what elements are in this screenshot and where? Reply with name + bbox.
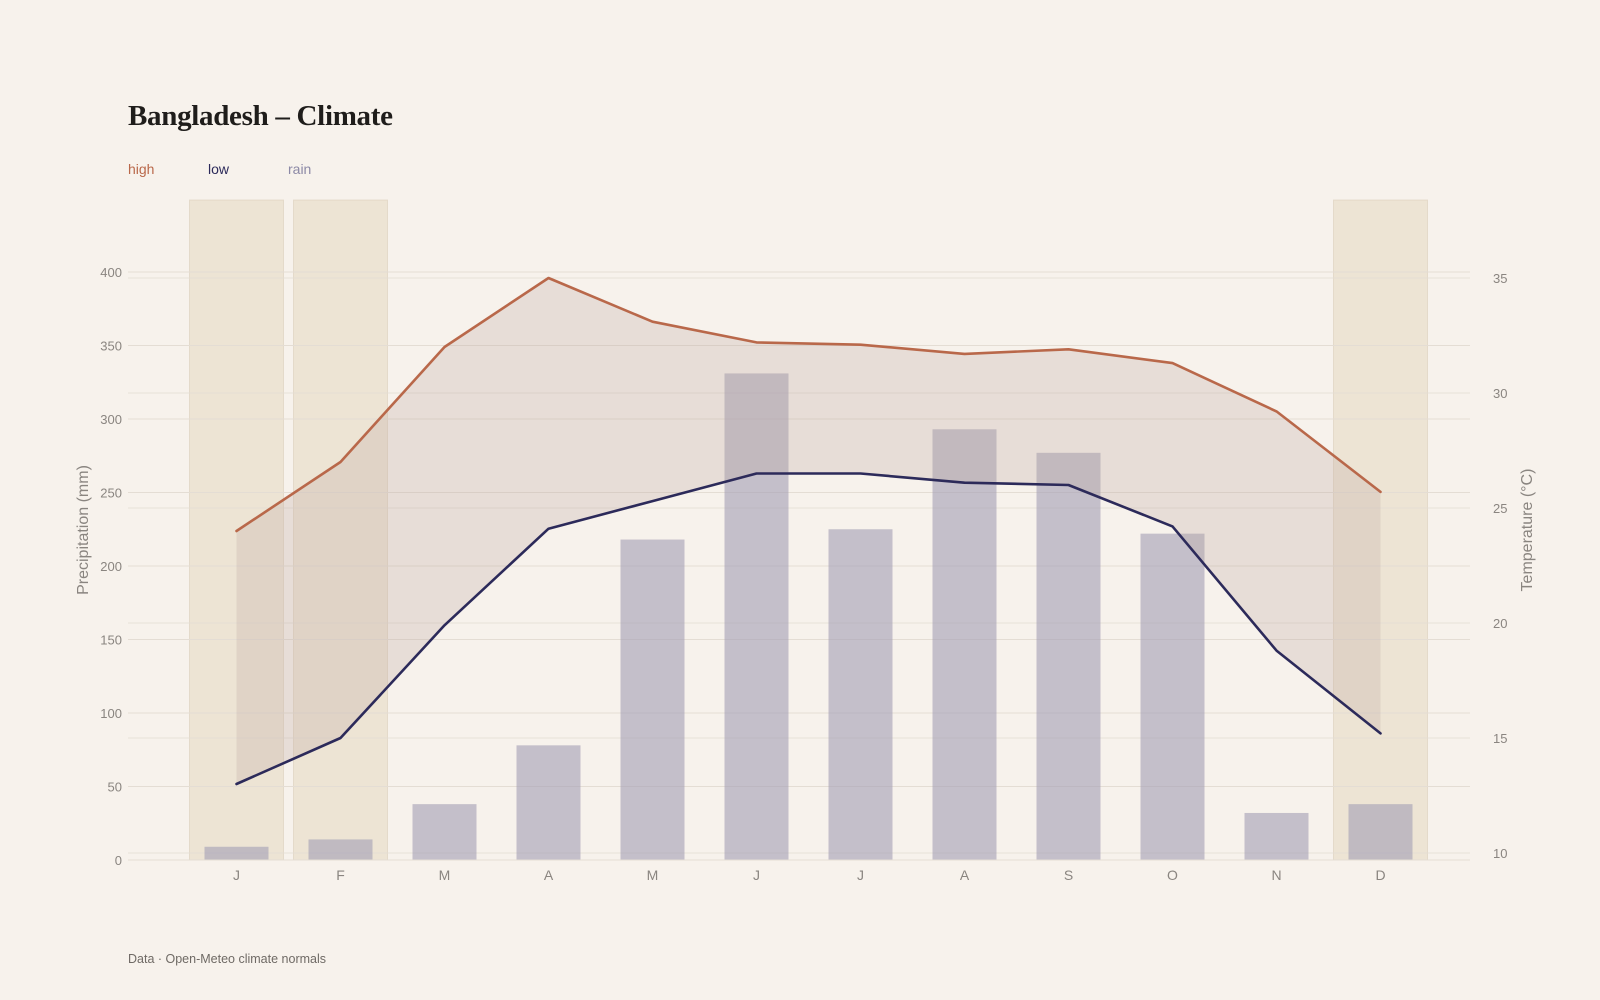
- rain-bar-0: [204, 846, 269, 860]
- y-right-tick-25: 25: [1493, 501, 1507, 516]
- data-source-note: Data · Open-Meteo climate normals: [128, 952, 326, 966]
- legend-high: high: [128, 161, 155, 177]
- y-left-tick-0: 0: [115, 853, 122, 868]
- x-tick-4: M: [647, 867, 659, 883]
- rain-bar-1: [308, 839, 373, 860]
- legend-low: low: [208, 161, 230, 177]
- y-right-tick-30: 30: [1493, 386, 1507, 401]
- y-right-tick-10: 10: [1493, 846, 1507, 861]
- x-tick-7: A: [960, 867, 970, 883]
- dry-season-shading: [189, 199, 1428, 861]
- y-left-axis-title: Precipitation (mm): [75, 465, 92, 595]
- rain-bar-11: [1348, 804, 1413, 860]
- rain-bar-10: [1244, 812, 1309, 860]
- y-left-tick-150: 150: [100, 633, 122, 648]
- shade-column-1: [293, 199, 388, 861]
- rain-bar-7: [932, 429, 997, 860]
- rain-bar-3: [516, 745, 581, 860]
- rain-bar-2: [412, 804, 477, 860]
- y-left-tick-400: 400: [100, 265, 122, 280]
- x-tick-2: M: [439, 867, 451, 883]
- x-tick-3: A: [544, 867, 554, 883]
- chart-title: Bangladesh – Climate: [128, 100, 393, 132]
- rain-bar-8: [1036, 452, 1101, 860]
- temperature-band: [236, 278, 1381, 784]
- rain-bar-9: [1140, 533, 1205, 860]
- y-left-tick-100: 100: [100, 706, 122, 721]
- x-tick-9: O: [1167, 867, 1178, 883]
- y-left-tick-50: 50: [108, 780, 122, 795]
- temp-range-band: [236, 278, 1381, 784]
- rain-bar-5: [724, 373, 789, 860]
- high-temp-line: [235, 276, 1382, 533]
- rain-bars: [204, 373, 1413, 860]
- x-tick-6: J: [857, 867, 864, 883]
- y-left-tick-200: 200: [100, 559, 122, 574]
- y-right-tick-15: 15: [1493, 731, 1507, 746]
- x-tick-5: J: [753, 867, 760, 883]
- rain-bar-4: [620, 539, 685, 860]
- y-right-axis-title: Temperature (°C): [1519, 469, 1536, 592]
- x-tick-0: J: [233, 867, 240, 883]
- low-temp-line: [235, 472, 1382, 786]
- y-left-tick-350: 350: [100, 339, 122, 354]
- x-tick-1: F: [336, 867, 345, 883]
- y-left-tick-250: 250: [100, 486, 122, 501]
- x-tick-10: N: [1271, 867, 1281, 883]
- temperature-lines: [235, 276, 1382, 786]
- x-tick-8: S: [1064, 867, 1073, 883]
- y-left-tick-300: 300: [100, 412, 122, 427]
- x-tick-11: D: [1375, 867, 1385, 883]
- axes: 0 50 100 150 200 250 300 350 400 10 15 20 25 30 35 J F M A…: [75, 265, 1536, 883]
- legend-rain: rain: [288, 161, 312, 177]
- rain-bar-6: [828, 529, 893, 860]
- y-right-tick-20: 20: [1493, 616, 1507, 631]
- y-right-tick-35: 35: [1493, 271, 1507, 286]
- shade-column-11: [1333, 199, 1428, 861]
